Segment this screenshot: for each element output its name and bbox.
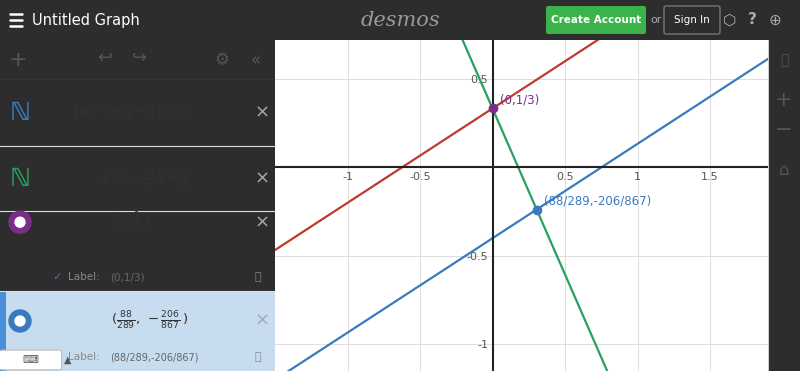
FancyBboxPatch shape xyxy=(546,6,646,34)
Text: 🔧: 🔧 xyxy=(254,352,262,362)
Text: (0,1/3): (0,1/3) xyxy=(500,93,539,107)
Text: ▲: ▲ xyxy=(64,355,72,365)
Text: 🔧: 🔧 xyxy=(780,53,788,67)
Text: ⌨: ⌨ xyxy=(22,355,38,365)
Circle shape xyxy=(9,310,31,332)
Text: «: « xyxy=(251,51,261,69)
Text: $(0,\, \frac{1}{3}\,)$: $(0,\, \frac{1}{3}\,)$ xyxy=(110,210,150,234)
Text: or: or xyxy=(650,15,662,25)
Text: 🔧: 🔧 xyxy=(254,272,262,282)
Text: ⊕: ⊕ xyxy=(769,13,782,27)
Text: (0,1/3): (0,1/3) xyxy=(110,272,145,282)
Text: ℕ: ℕ xyxy=(10,167,30,190)
Text: Label:: Label: xyxy=(68,352,100,362)
Circle shape xyxy=(9,211,31,233)
Text: ×: × xyxy=(254,170,270,187)
Text: −: − xyxy=(775,120,793,140)
Text: Label:: Label: xyxy=(68,272,100,282)
Text: (88/289,-206/867): (88/289,-206/867) xyxy=(110,352,198,362)
Text: Sign In: Sign In xyxy=(674,15,710,25)
Text: ×: × xyxy=(254,213,270,231)
Text: desmos: desmos xyxy=(360,10,440,30)
Text: ?: ? xyxy=(747,13,757,27)
Text: ⬡: ⬡ xyxy=(723,13,737,27)
Text: ↪: ↪ xyxy=(133,49,147,67)
FancyBboxPatch shape xyxy=(0,350,62,370)
Text: Create Account: Create Account xyxy=(551,15,641,25)
Text: ✓: ✓ xyxy=(52,352,62,362)
Text: $y = -\frac{15}{8}x + \frac{1}{3}$: $y = -\frac{15}{8}x + \frac{1}{3}$ xyxy=(102,167,188,190)
Text: ℕ: ℕ xyxy=(10,101,30,125)
Bar xyxy=(0,291,6,371)
Text: ⌂: ⌂ xyxy=(778,161,790,179)
Circle shape xyxy=(15,316,25,326)
Bar xyxy=(0,291,275,371)
Text: +: + xyxy=(775,90,793,110)
Text: Untitled Graph: Untitled Graph xyxy=(32,13,140,27)
Text: ↩: ↩ xyxy=(98,49,113,67)
Text: ×: × xyxy=(254,104,270,122)
Text: $(\frac{88}{289},\, -\frac{206}{867}\,)$: $(\frac{88}{289},\, -\frac{206}{867}\,)$ xyxy=(111,310,189,332)
Text: $16x - 30y - 12 = 0$: $16x - 30y - 12 = 0$ xyxy=(71,105,189,121)
Text: +: + xyxy=(9,50,27,70)
Circle shape xyxy=(15,217,25,227)
Text: ×: × xyxy=(254,312,270,330)
Text: (88/289,-206/867): (88/289,-206/867) xyxy=(544,195,651,208)
Text: ✓: ✓ xyxy=(52,272,62,282)
Text: ⚙: ⚙ xyxy=(214,51,230,69)
